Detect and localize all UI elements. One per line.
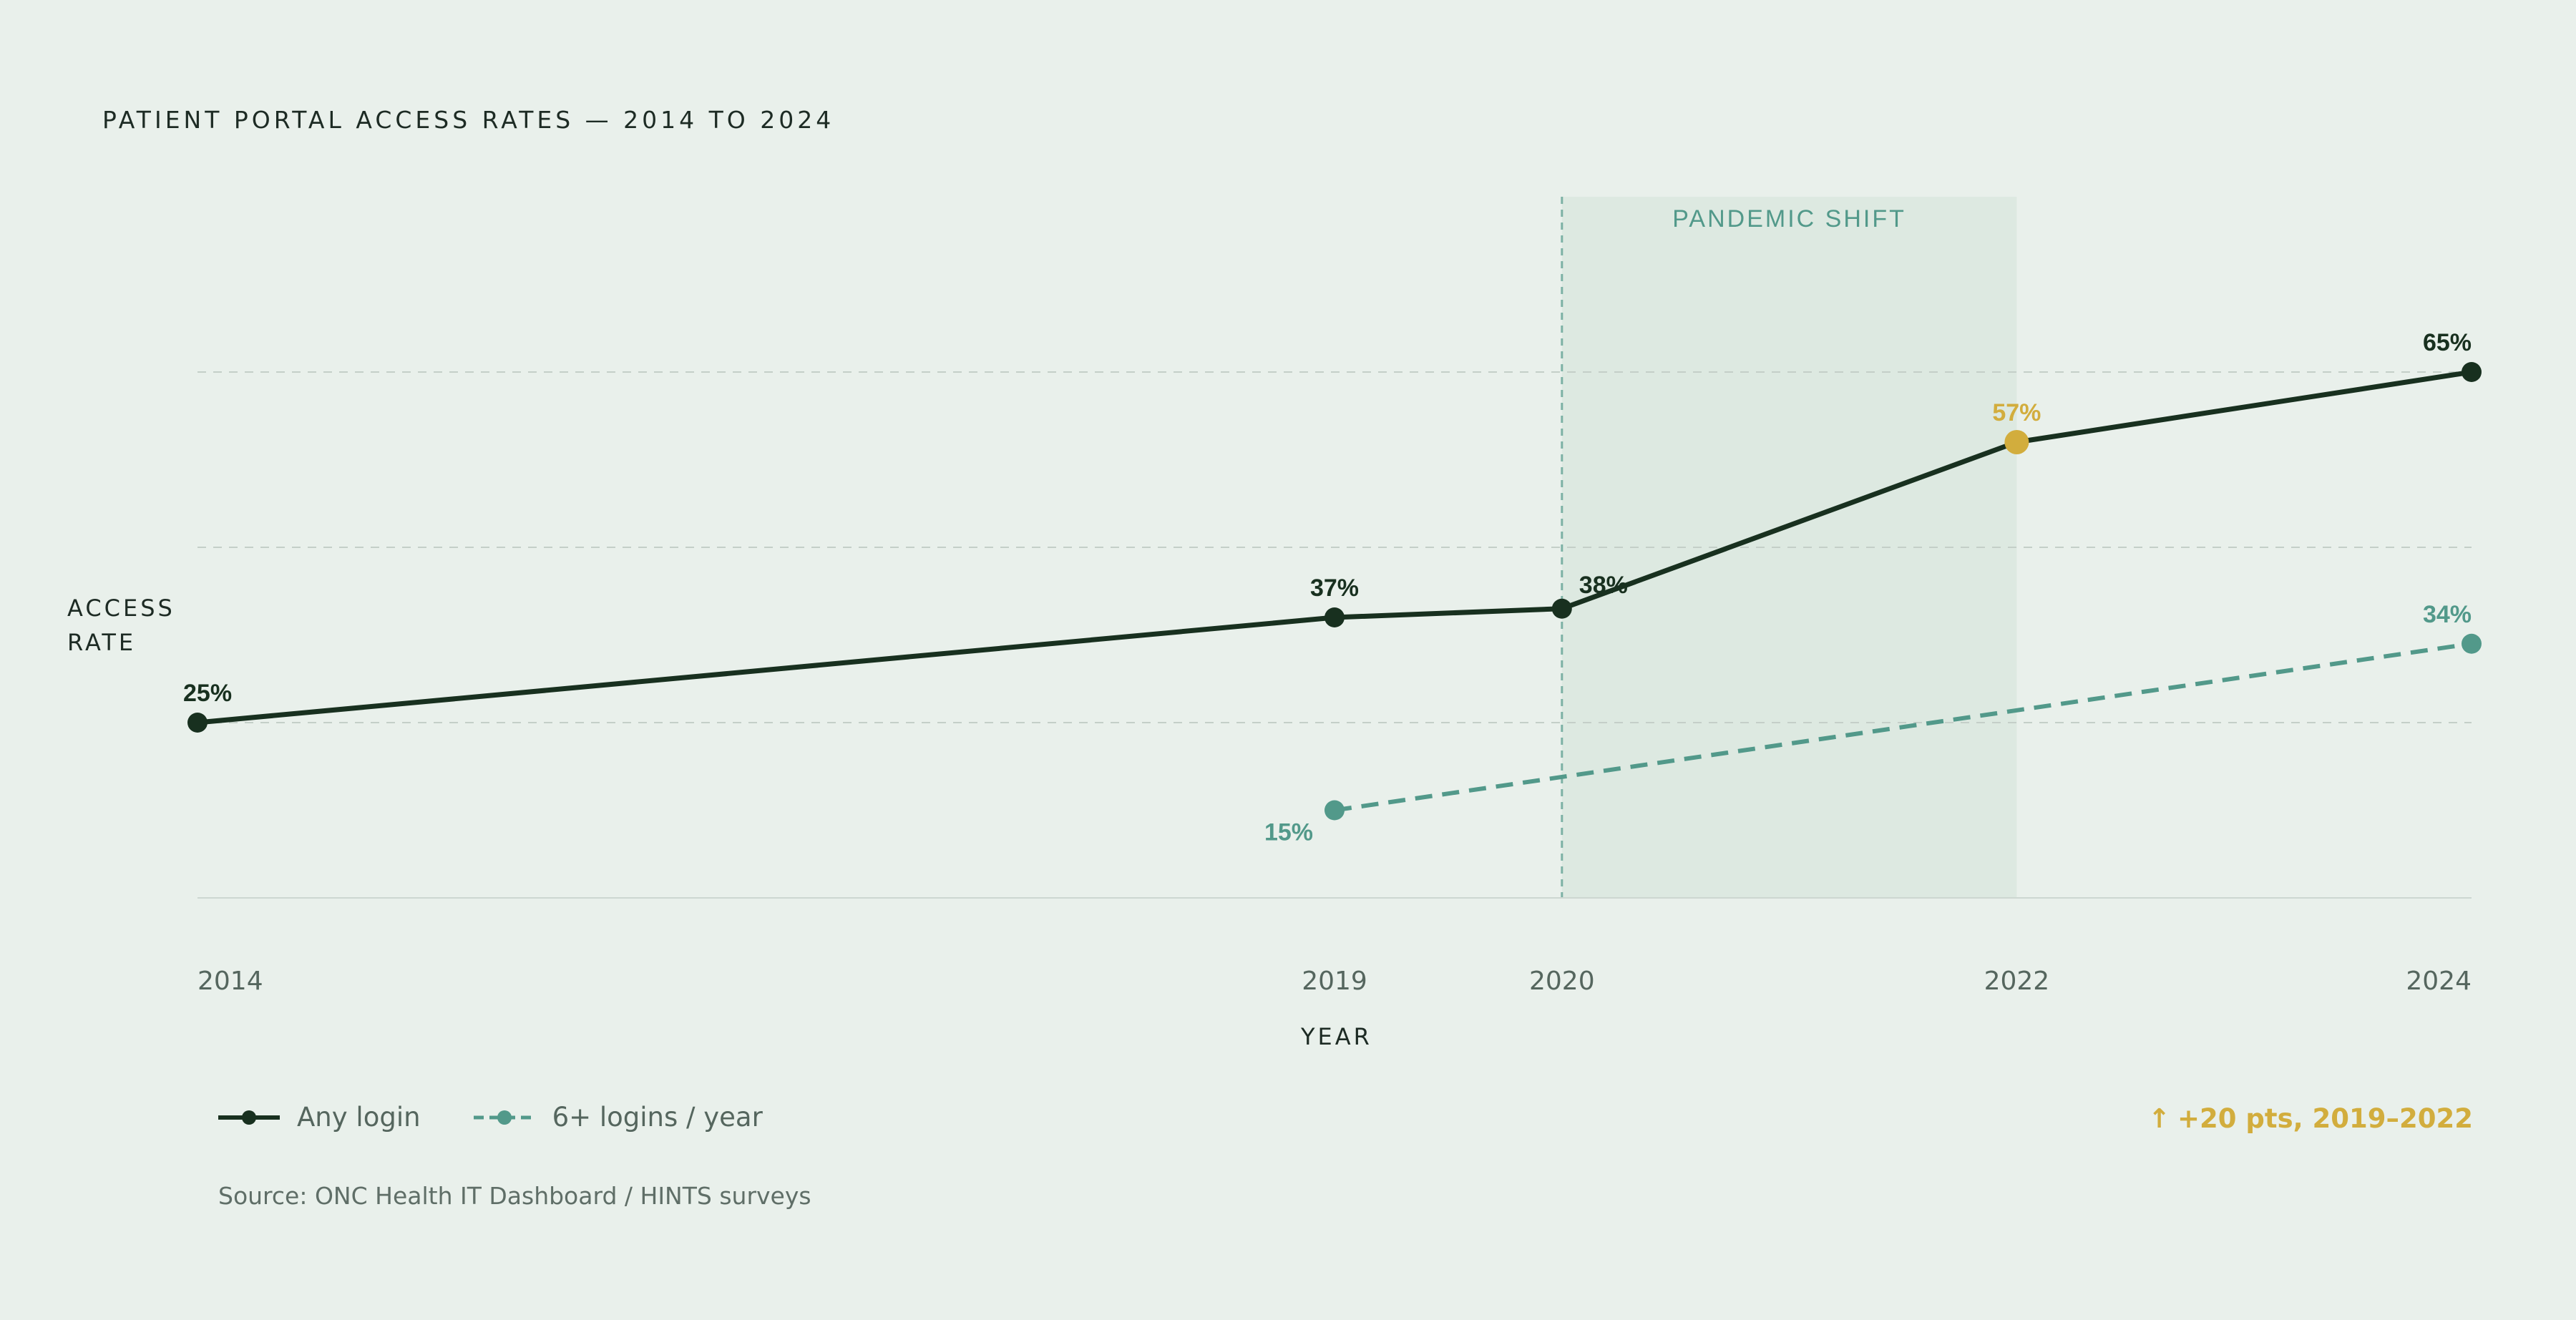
data-label: 37%: [1310, 575, 1359, 602]
data-label: 65%: [2423, 329, 2472, 356]
shaded-region-label: PANDEMIC SHIFT: [1672, 205, 1906, 233]
data-label: 38%: [1579, 572, 1628, 599]
data-point: [1324, 800, 1345, 821]
y-axis-label: ACCESS RATE: [67, 595, 175, 656]
legend: Any login 6+ logins / year: [218, 1102, 816, 1133]
data-label: 57%: [1992, 399, 2041, 426]
x-tick-label: 2020: [1529, 967, 1595, 996]
legend-item-any-login: Any login: [218, 1102, 421, 1133]
data-point: [2462, 633, 2482, 654]
series-line-frequent-login: [1334, 641, 2472, 813]
change-annotation-text: +20 pts, 2019–2022: [2177, 1103, 2473, 1134]
legend-item-frequent-login: 6+ logins / year: [473, 1102, 763, 1133]
data-label: 15%: [1264, 819, 1313, 846]
x-tick-label: 2022: [1984, 967, 2050, 996]
legend-label-any-login: Any login: [297, 1102, 421, 1133]
x-axis-label: YEAR: [1301, 1023, 1372, 1050]
legend-label-frequent-login: 6+ logins / year: [552, 1102, 763, 1133]
source-note: Source: ONC Health IT Dashboard / HINTS …: [218, 1182, 811, 1210]
data-point: [1551, 598, 1572, 619]
change-annotation: ↑ +20 pts, 2019–2022: [2148, 1103, 2473, 1134]
chart-title: PATIENT PORTAL ACCESS RATES — 2014 TO 20…: [102, 106, 835, 134]
x-tick-label: 2024: [2406, 967, 2472, 996]
data-label: 25%: [183, 680, 232, 707]
legend-swatch-solid-icon: [218, 1110, 280, 1125]
data-point: [2004, 430, 2029, 454]
x-tick-label: 2019: [1302, 967, 1367, 996]
data-point: [2462, 362, 2482, 382]
x-tick-label: 2014: [197, 967, 263, 996]
data-point: [187, 713, 208, 733]
data-label: 34%: [2423, 601, 2472, 628]
data-point: [1324, 607, 1345, 627]
arrow-up-icon: ↑: [2148, 1103, 2171, 1134]
legend-swatch-dashed-icon: [473, 1110, 535, 1125]
